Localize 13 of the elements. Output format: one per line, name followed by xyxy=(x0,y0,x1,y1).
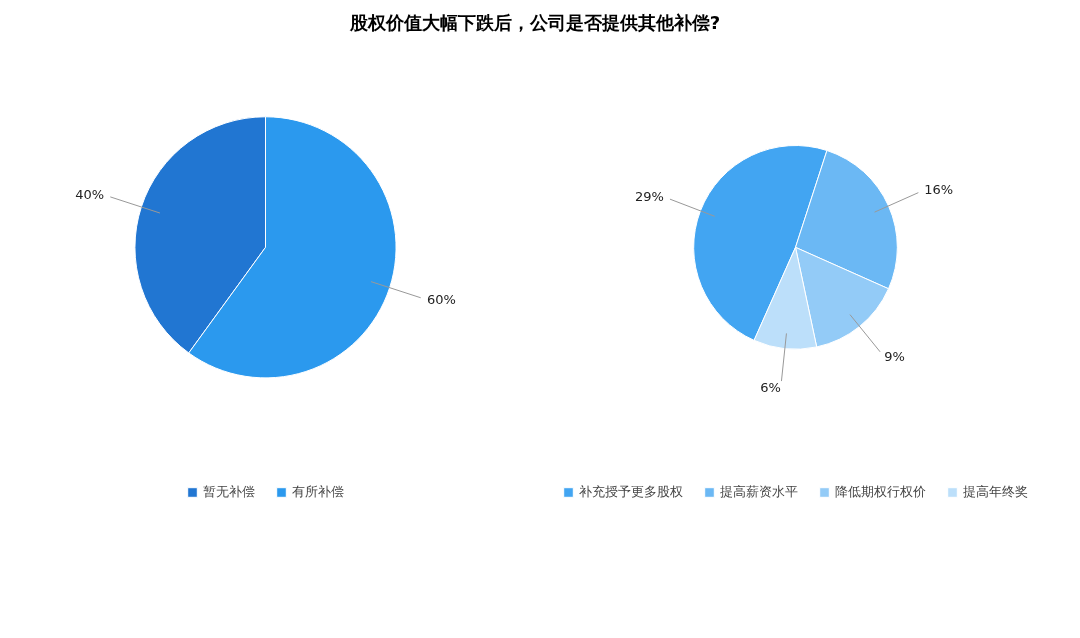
data-label: 29% xyxy=(634,189,664,205)
legend-label: 降低期权行权价 xyxy=(835,482,926,501)
legend-label: 暂无补偿 xyxy=(203,482,255,501)
legend-label: 提高年终奖 xyxy=(963,482,1028,501)
data-label: 6% xyxy=(760,379,781,395)
data-label: 40% xyxy=(75,187,105,203)
legend-label: 有所补偿 xyxy=(292,482,344,501)
data-label: 9% xyxy=(884,349,905,365)
data-label: 60% xyxy=(426,291,456,307)
data-label: 16% xyxy=(924,182,954,198)
text: 股权价值大幅下跌后，公司是否提供其他补偿? xyxy=(349,11,721,35)
legend-label: 提高薪资水平 xyxy=(720,482,798,501)
legend-label: 补充授予更多股权 xyxy=(579,482,683,501)
